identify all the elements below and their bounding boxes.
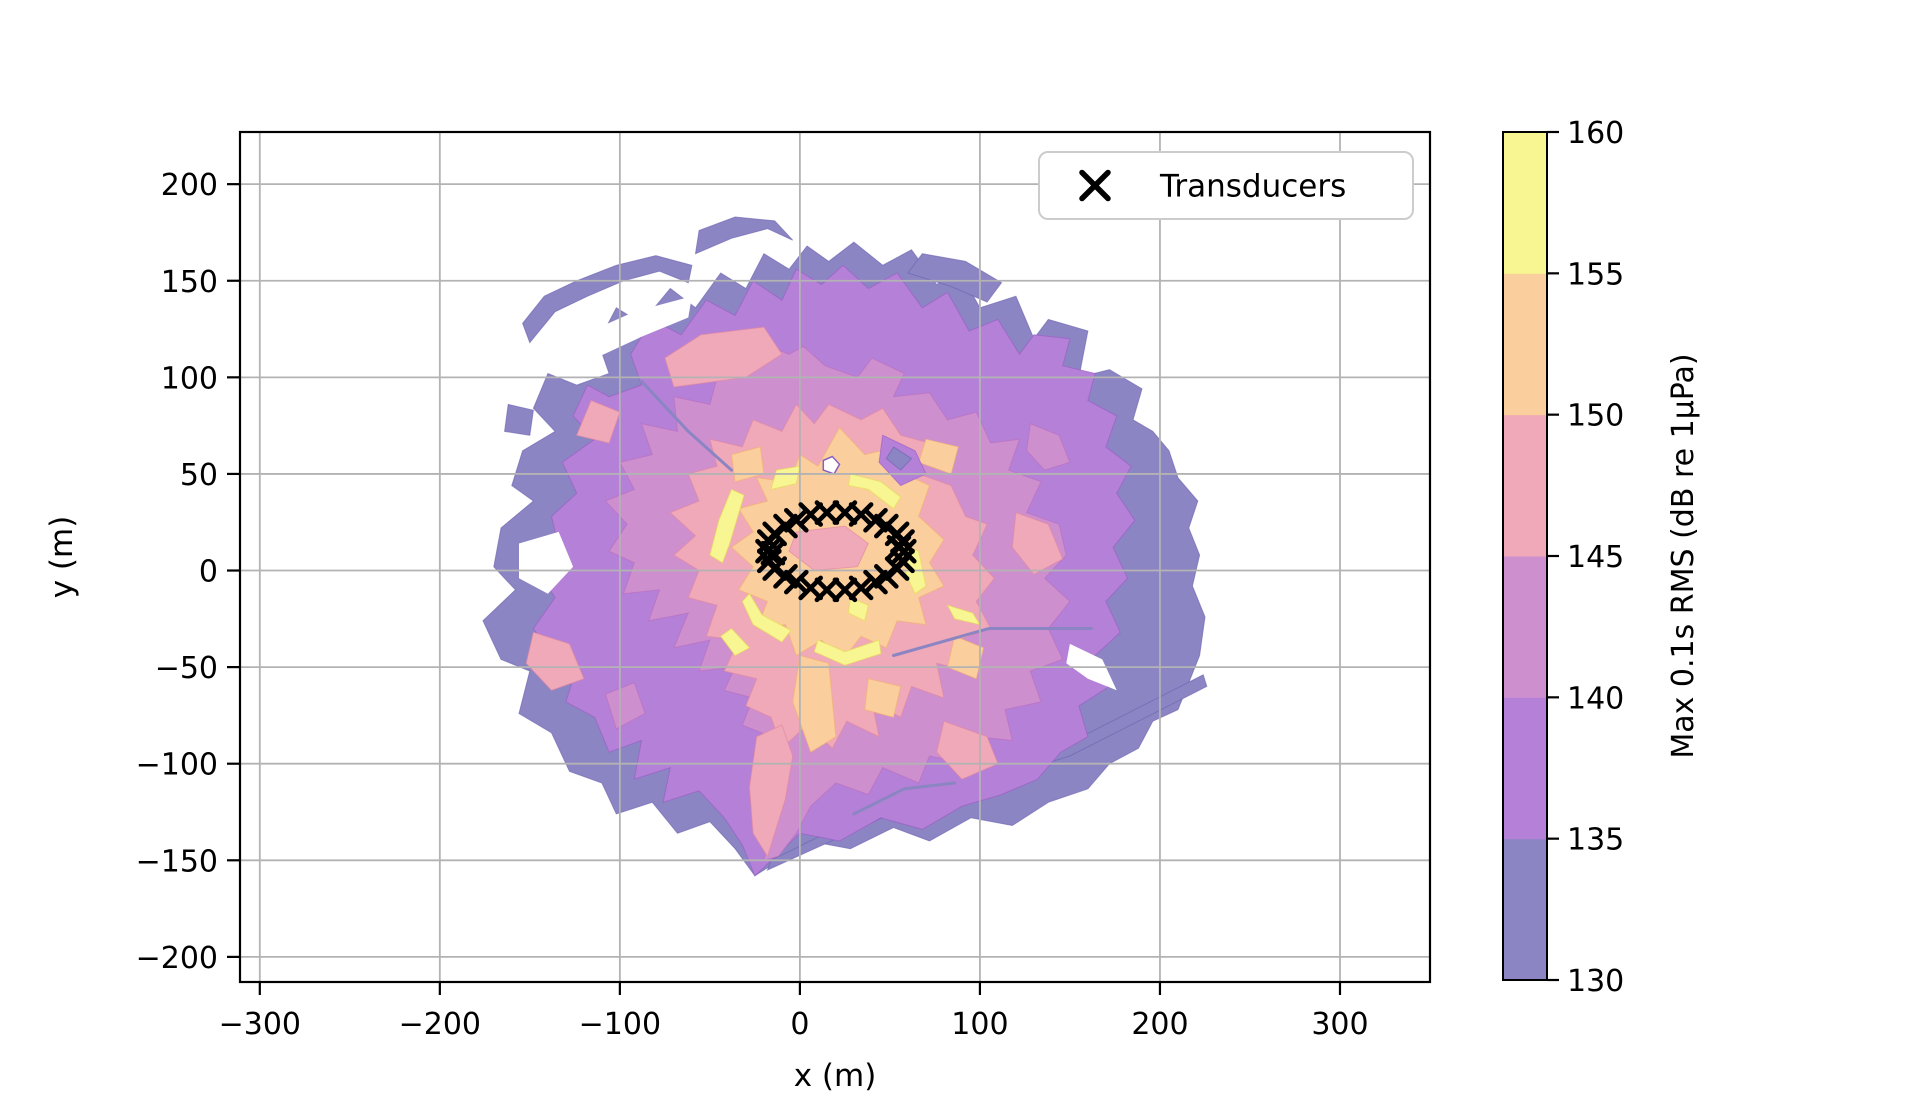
contour-region-145-150 [525, 631, 585, 691]
x-tick-label: −200 [399, 1007, 481, 1042]
transducer-marker [863, 507, 888, 533]
transducer-marker [874, 513, 899, 539]
y-tick-label: 150 [161, 265, 218, 300]
contour-region-150-155 [918, 438, 959, 475]
contour-region-155-160 [709, 488, 745, 564]
contour-region-155-160 [847, 596, 869, 622]
axes-spines [238, 130, 1432, 984]
transducer-marker [783, 507, 809, 533]
colorbar-tick-label: 145 [1567, 540, 1624, 575]
x-tick-label: 0 [790, 1007, 809, 1042]
y-tick-label: 200 [161, 168, 218, 203]
contour-region-130-135 [522, 255, 693, 344]
y-tick-label: −150 [136, 844, 218, 879]
legend-item-label: Transducers [1159, 169, 1346, 205]
x-tick-label: 100 [951, 1007, 1008, 1042]
transducer-marker [886, 535, 912, 560]
contour-region-140-145 [1026, 422, 1071, 471]
colorbar-segment [1503, 556, 1547, 698]
transducer-marker [814, 577, 840, 603]
colorbar: 130 135 140 145 150 155 160 Max 0.1s RMS (dB r… [1502, 116, 1701, 999]
contour-region-140-145 [604, 681, 646, 730]
y-tick-label: 100 [161, 361, 218, 396]
y-axis-label: y (m) [44, 516, 80, 599]
colorbar-tick-label: 160 [1567, 116, 1624, 151]
transducer-marker [848, 575, 874, 601]
contour-overlay-patch [885, 446, 913, 471]
colorbar-label: Max 0.1s RMS (dB re 1µPa) [1666, 353, 1701, 758]
colorbar-segment [1503, 132, 1547, 274]
contour-region-155-160 [741, 592, 792, 643]
colorbar-segment [1503, 414, 1547, 557]
contour-region-150-155 [946, 635, 985, 680]
contour-region-150-155 [792, 654, 837, 753]
colorbar-segment [1503, 697, 1547, 840]
x-tick-label: 200 [1131, 1007, 1188, 1042]
contour-hole [587, 296, 692, 362]
grid-lines [240, 132, 1430, 982]
y-tick-label: −50 [155, 651, 218, 686]
colorbar-ticks: 130 135 140 145 150 155 160 [1547, 116, 1624, 999]
x-tick-label: 300 [1311, 1007, 1368, 1042]
x-tick-label: −300 [219, 1007, 301, 1042]
x-tick-label: −100 [579, 1007, 661, 1042]
legend-x-marker-icon [1079, 169, 1111, 202]
contour-region-130-135 [907, 253, 1003, 303]
contour-region-155-160 [847, 473, 902, 510]
transducer-marker [760, 540, 786, 566]
y-tick-label: −200 [136, 941, 218, 976]
transducer-marker [773, 564, 798, 589]
contour-region-130-135 [504, 403, 534, 436]
transducer-marker [832, 500, 858, 525]
y-tick-label: 50 [180, 458, 218, 493]
contour-hole [519, 531, 574, 594]
contour-region-155-160 [719, 627, 751, 657]
transducer-marker [863, 569, 888, 595]
contour-region-150-155 [864, 678, 902, 718]
colorbar-segment [1503, 273, 1547, 416]
legend: Transducers [1038, 151, 1414, 220]
legend-box [1038, 151, 1414, 220]
contour-region-145-150 [1011, 511, 1064, 576]
colorbar-tick-label: 155 [1567, 257, 1624, 292]
contour-streak [892, 627, 1093, 657]
contour-region-155-160 [813, 639, 882, 666]
colorbar-tick-label: 150 [1567, 399, 1624, 434]
x-axis-label: x (m) [794, 1058, 877, 1094]
contour-overlay-patch [788, 525, 869, 572]
transducer-marker [798, 502, 823, 527]
colorbar-segment [1503, 838, 1547, 981]
y-tick-label: 0 [199, 555, 218, 590]
contour-region-145-150 [748, 724, 794, 858]
colorbar-tick-label: 130 [1567, 964, 1624, 999]
colorbar-tick-label: 140 [1567, 681, 1624, 716]
contour-region-130-135 [694, 216, 794, 255]
transducer-markers [755, 500, 917, 603]
transducer-marker [783, 569, 809, 595]
axis-ticks: −300 −200 −100 0 100 200 300−200−150−100−50050… [136, 168, 1369, 1042]
transducer-marker [890, 548, 915, 574]
contour-region-150-155 [730, 446, 765, 483]
colorbar-tick-label: 135 [1567, 823, 1624, 858]
contour-streak [640, 379, 733, 472]
y-tick-label: −100 [136, 748, 218, 783]
colorbar-segments [1503, 132, 1547, 981]
contour-streak [852, 781, 957, 816]
